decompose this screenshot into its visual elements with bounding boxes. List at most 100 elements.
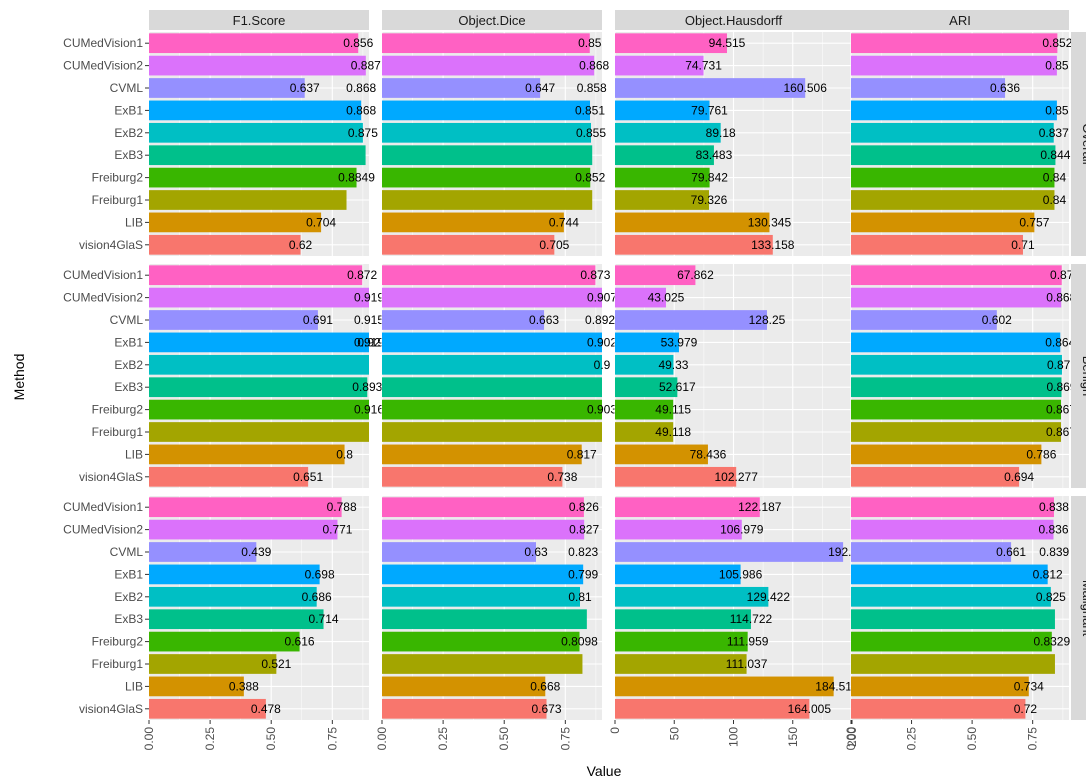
bar-cumedvision2 xyxy=(851,55,1057,76)
bar-vision4glas xyxy=(149,466,309,487)
bar-value-label: 0.919 xyxy=(354,335,384,349)
bar-value-label: 0.887 xyxy=(351,59,381,73)
bar-exb1 xyxy=(615,332,679,353)
bar-freiburg1 xyxy=(382,190,593,210)
bar-value-label: 0.823 xyxy=(568,545,598,559)
bar-value-label: 0.836 xyxy=(1038,523,1068,537)
strip-object-hausdorff xyxy=(615,10,852,30)
x-tick-label: 0.50 xyxy=(497,727,511,751)
bar-value-label: 0.875 xyxy=(348,126,378,140)
bar-cumedvision1 xyxy=(851,33,1058,54)
bar-value-label: 0.71 xyxy=(1011,238,1035,252)
bar-lib xyxy=(851,212,1035,233)
bar-value-label: 0.812 xyxy=(1033,567,1063,581)
bar-value-label: 111.037 xyxy=(726,657,768,671)
bar-cvml xyxy=(382,310,545,330)
bar-vision4glas xyxy=(615,234,773,255)
bar-freiburg2 xyxy=(851,167,1055,188)
bar-value-label: 0.855 xyxy=(576,126,606,140)
bar-value-label: 79.326 xyxy=(691,193,728,207)
strip-benign xyxy=(1071,264,1086,488)
panel-malignant-ari: 0.838 0.836 0.661 0.839 0.812 0.825 0.8329 0.73… xyxy=(850,496,1070,720)
bar-cumedvision2 xyxy=(149,55,366,76)
bar-cvml xyxy=(615,78,806,98)
bar-cvml xyxy=(149,310,318,330)
bar-cumedvision2 xyxy=(382,287,602,308)
bar-value-label: 0.738 xyxy=(547,470,577,484)
bar-value-label: 0.867 xyxy=(1046,425,1076,439)
y-tick-label: Freiburg1 xyxy=(92,425,144,439)
bar-exb1 xyxy=(615,100,710,121)
bar-cvml xyxy=(615,542,844,562)
bar-vision4glas xyxy=(149,234,301,255)
panel-overall-object-hausdorff: 94.515 74.731 160.506 79.761 89.18 83.483 79.8… xyxy=(614,32,853,256)
bar-value-label: 0.786 xyxy=(1026,447,1056,461)
x-axis-title: Value xyxy=(587,763,622,779)
bar-value-label: 0.63 xyxy=(524,545,548,559)
bar-freiburg2 xyxy=(382,399,602,420)
strip-label-malignant: Malignant xyxy=(1080,580,1086,637)
bar-value-label: 0.907 xyxy=(587,291,617,305)
bar-value-label: 129.422 xyxy=(747,590,791,604)
bar-cumedvision2 xyxy=(149,287,369,308)
bar-value-label: 0.858 xyxy=(577,81,607,95)
bar-value-label: 0.694 xyxy=(1004,470,1034,484)
bar-value-label: 0.85 xyxy=(578,36,602,50)
bar-freiburg2 xyxy=(149,167,357,188)
x-tick-label: 0.00 xyxy=(844,727,858,751)
bar-cumedvision2 xyxy=(851,519,1054,540)
bar-lib xyxy=(149,676,244,697)
bar-value-label: 0.871 xyxy=(1047,358,1077,372)
bar-value-label: 0.439 xyxy=(241,545,271,559)
bar-value-label: 0.637 xyxy=(290,81,320,95)
bar-cvml xyxy=(615,310,767,330)
y-axis-method-labels: CUMedVision1 CUMedVision2 CVML ExB1 ExB2 ExB3… xyxy=(63,36,149,716)
bar-value-label: 0.9 xyxy=(594,358,611,372)
y-tick-label: ExB1 xyxy=(114,567,143,581)
panel-benign-ari: 0.87 0.868 0.602 0.864 0.871 0.869 0.867 0.867 0… xyxy=(850,264,1077,488)
bar-exb1 xyxy=(851,100,1057,121)
bar-value-label: 0.868 xyxy=(1046,291,1076,305)
panels: 0.856 0.887 0.637 0.868 0.868 0.875 0.8849 0.70… xyxy=(148,32,1077,720)
bar-lib xyxy=(382,444,582,465)
bar-value-label: 0.893 xyxy=(352,380,382,394)
bar-cumedvision2 xyxy=(149,519,338,540)
bar-freiburg2 xyxy=(382,167,591,188)
bar-value-label: 0.903 xyxy=(587,403,617,417)
bar-value-label: 0.827 xyxy=(569,523,599,537)
bar-value-label: 102.277 xyxy=(715,470,759,484)
x-tick-label: 0.75 xyxy=(1026,727,1040,751)
bar-value-label: 0.661 xyxy=(996,545,1026,559)
bar-value-label: 0.616 xyxy=(285,635,315,649)
bar-lib xyxy=(149,444,345,465)
x-tick-label: 0.00 xyxy=(375,727,389,751)
y-tick-label: vision4GlaS xyxy=(79,702,143,716)
bar-value-label: 79.761 xyxy=(691,103,728,117)
y-tick-label: ExB2 xyxy=(114,358,143,372)
bar-exb2 xyxy=(382,122,591,143)
bar-value-label: 0.8098 xyxy=(561,635,598,649)
y-tick-label: Freiburg2 xyxy=(92,171,144,185)
panel-malignant-f1-score: 0.788 0.771 0.439 0.698 0.686 0.714 0.616 0.521… xyxy=(148,496,369,720)
bar-value-label: 0.867 xyxy=(1046,403,1076,417)
x-tick-label: 0.25 xyxy=(905,727,919,751)
panel-malignant-object-dice: 0.826 0.827 0.63 0.823 0.799 0.81 0.8098 0.668 0… xyxy=(381,496,602,720)
strip-f1-score xyxy=(149,10,369,30)
bar-value-label: 0.81 xyxy=(568,590,592,604)
bar-value-label: 0.691 xyxy=(303,313,333,327)
bar-vision4glas xyxy=(382,466,563,487)
bar-exb3 xyxy=(149,145,366,166)
bar-value-label: 0.668 xyxy=(530,679,560,693)
bar-freiburg2 xyxy=(382,631,580,652)
bar-exb1 xyxy=(851,564,1048,585)
bar-freiburg2 xyxy=(149,399,369,420)
bar-value-label: 0.72 xyxy=(1014,702,1038,716)
strip-label-f1-score: F1.Score xyxy=(233,13,286,28)
bar-freiburg1 xyxy=(149,654,277,674)
bar-value-label: 0.663 xyxy=(529,313,559,327)
panel-benign-object-dice: 0.873 0.907 0.663 0.892 0.902 0.9 0.903 0.817 0.… xyxy=(381,264,617,488)
bar-value-label: 128.25 xyxy=(749,313,786,327)
bar-lib xyxy=(851,676,1029,697)
strip-malignant xyxy=(1071,496,1086,720)
